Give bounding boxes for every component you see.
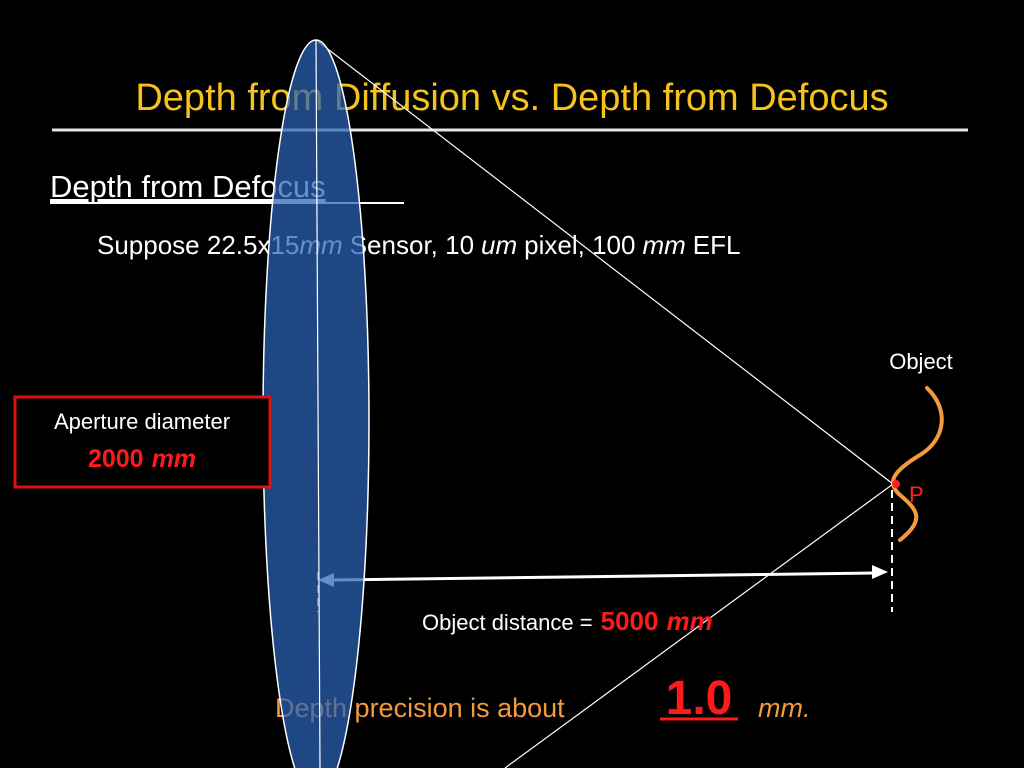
title: Depth from Diffusion vs. Depth from Defo… — [135, 77, 888, 119]
ray-bottom — [504, 483, 894, 768]
precision-unit: mm. — [758, 693, 810, 723]
point-label: P — [909, 482, 924, 507]
distance-label: Object distance = — [422, 610, 593, 635]
setup-text: Suppose 22.5x15 — [97, 230, 299, 260]
aperture-box — [13, 395, 272, 489]
precision-value: 1.0 — [666, 672, 733, 725]
object-label: Object — [889, 349, 953, 374]
lens-axis — [315, 39, 321, 768]
aperture-label: Aperture diameter — [54, 409, 230, 434]
distance-line: Object distance = 5000 mm — [422, 606, 713, 636]
object-curve — [890, 386, 944, 542]
setup-unit: mm — [642, 230, 685, 260]
setup-unit: um — [481, 230, 517, 260]
setup-text: EFL — [693, 230, 741, 260]
aperture-value: 2000 — [88, 445, 144, 473]
setup-text: pixel, 100 — [524, 230, 635, 260]
aperture-unit: mm — [152, 445, 196, 473]
point-p — [892, 480, 900, 488]
aperture-line: 2000 mm — [88, 445, 196, 473]
distance-value: 5000 — [601, 606, 659, 636]
distance-unit: mm — [666, 606, 712, 636]
arrow-head-right — [872, 565, 888, 579]
ray-top — [315, 39, 894, 485]
setup-text: Sensor, 10 — [350, 230, 474, 260]
distance-arrow — [329, 571, 877, 582]
